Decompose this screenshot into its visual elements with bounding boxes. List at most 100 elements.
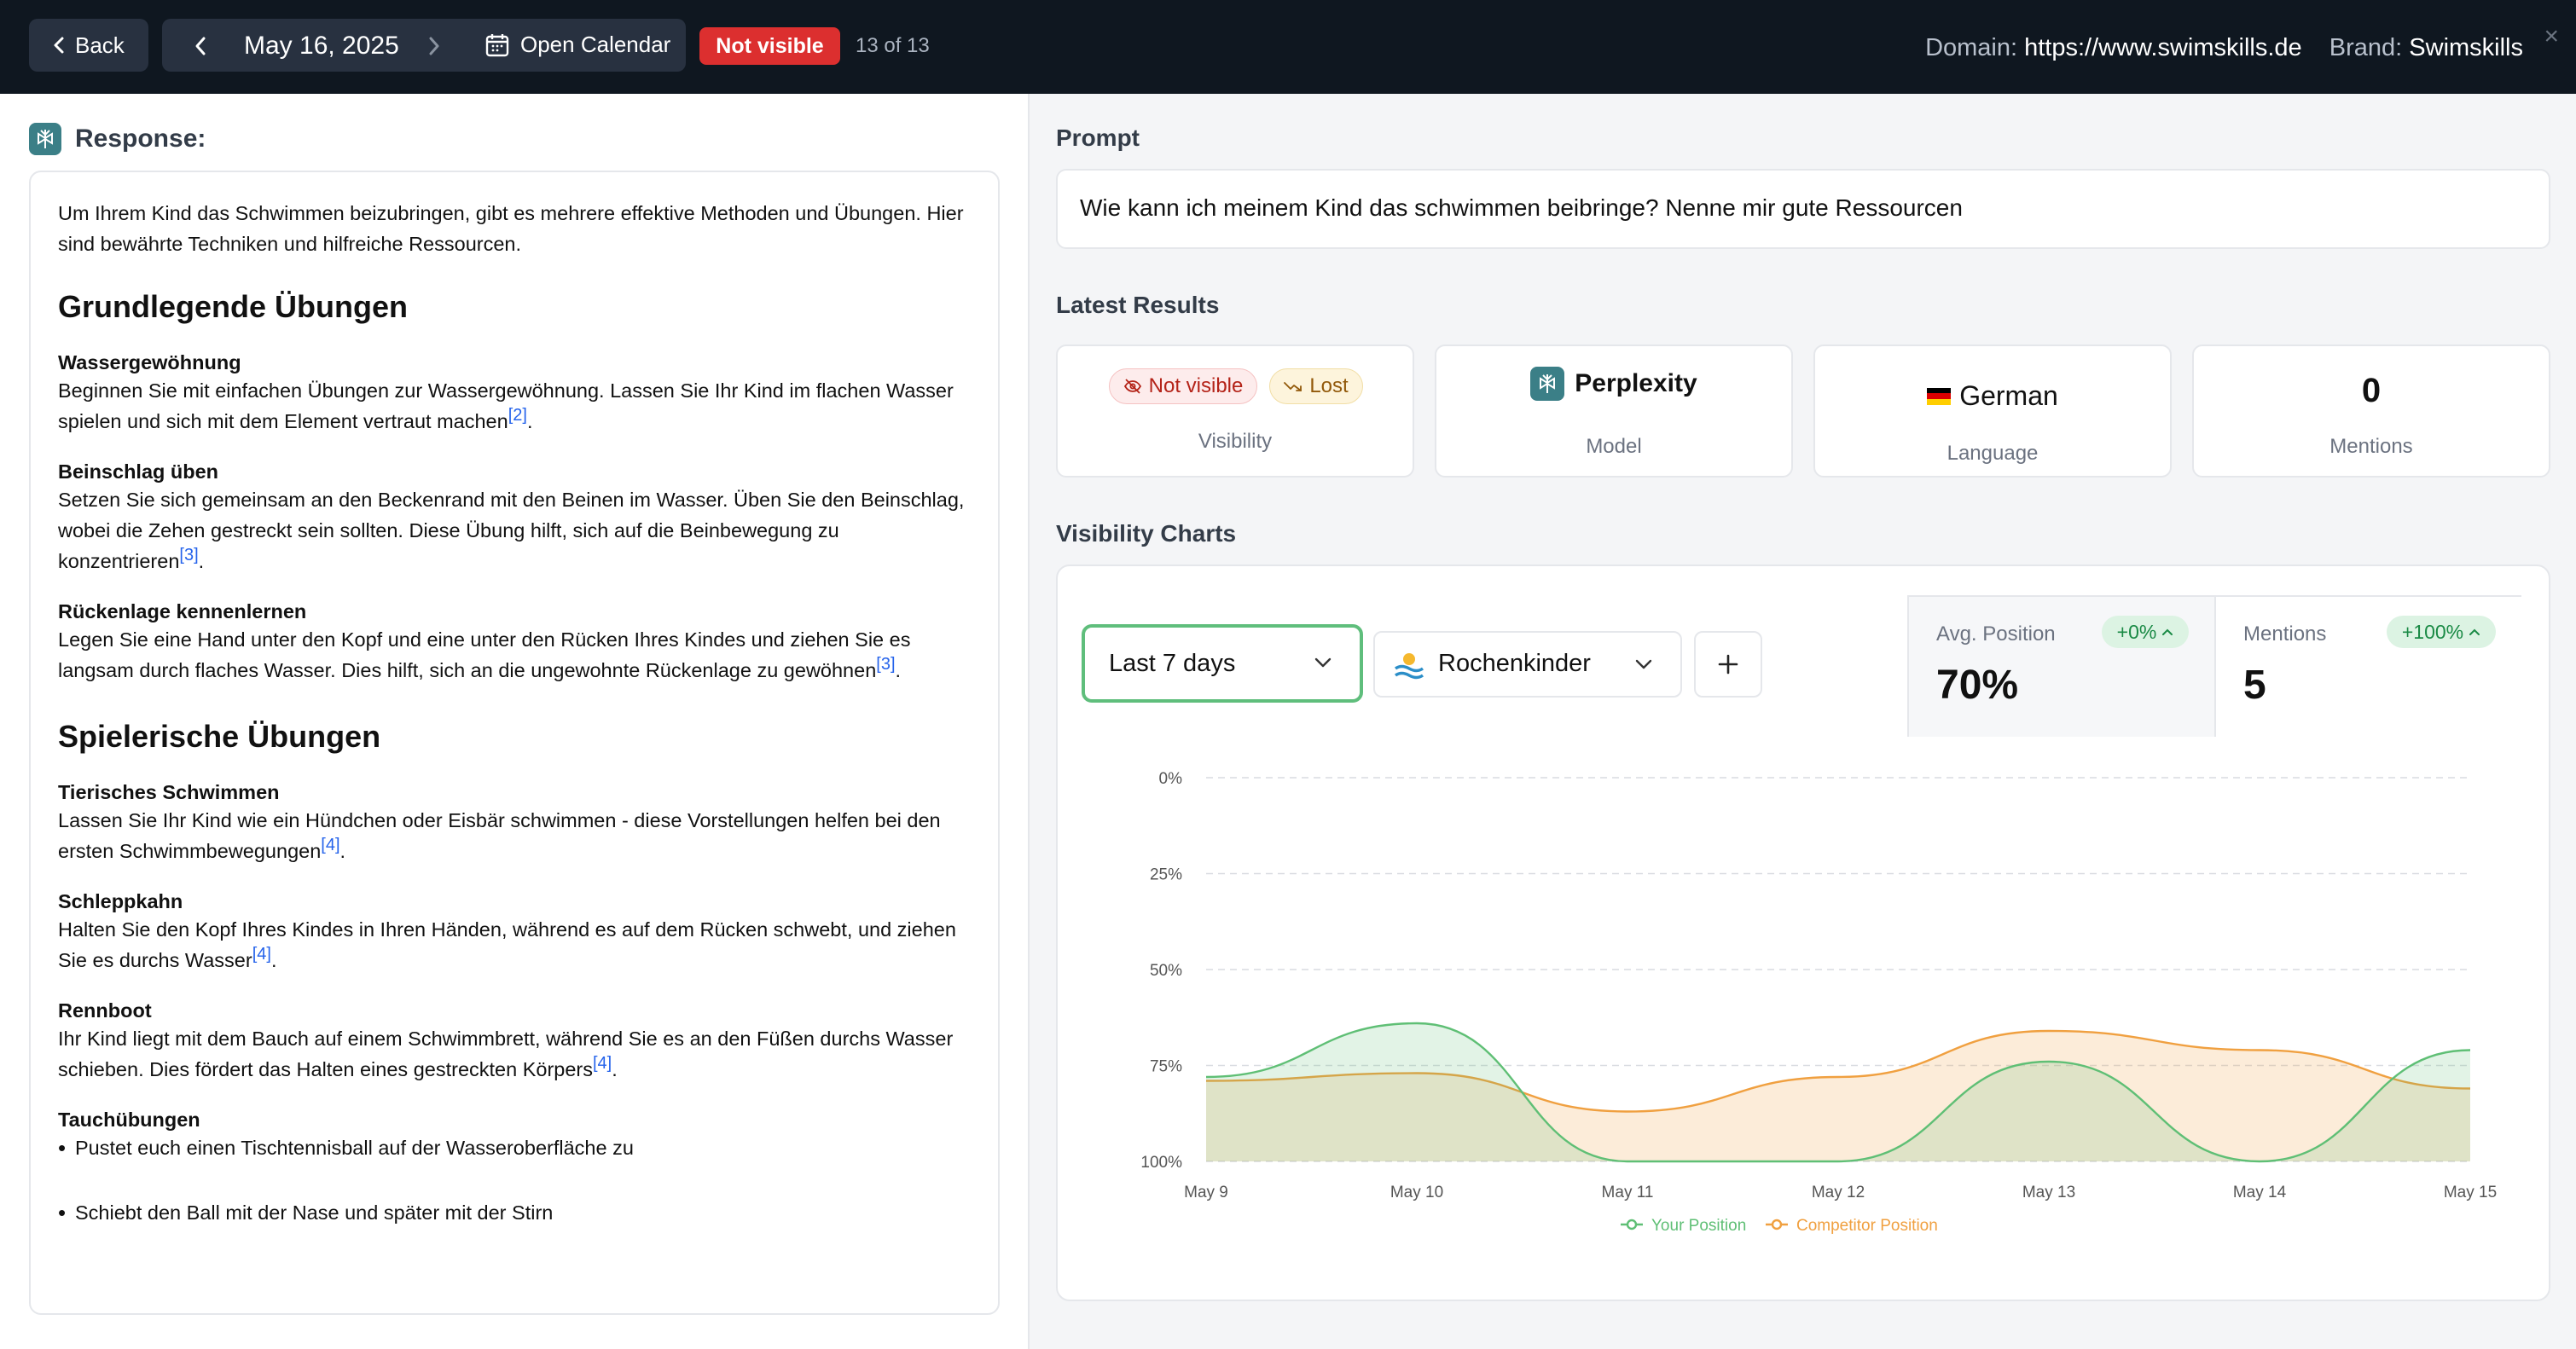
mentions-stat: Mentions +100% 5 xyxy=(2214,595,2521,737)
mentions-value: 0 xyxy=(2361,372,2382,409)
mentions-stat-value: 5 xyxy=(2243,663,2266,708)
date-range-value: Last 7 days xyxy=(1109,650,1236,677)
item-title: Tierisches Schwimmen xyxy=(58,781,280,803)
top-bar: Back May 16, 2025 Open Calendar Not visi… xyxy=(0,0,2576,94)
prompt-title: Prompt xyxy=(1056,124,1140,151)
chevron-down-icon xyxy=(1314,657,1332,668)
series-area xyxy=(1206,1031,2470,1161)
response-box: Um Ihrem Kind das Schwimmen beizubringen… xyxy=(29,171,1000,1315)
citation-link[interactable]: [4] xyxy=(252,945,271,964)
back-button[interactable]: Back xyxy=(29,19,148,72)
series-line xyxy=(1205,1029,2471,1113)
german-flag-icon xyxy=(1927,387,1952,405)
next-day-icon[interactable] xyxy=(423,35,444,57)
x-tick-label: May 15 xyxy=(2444,1184,2497,1201)
date-range-select[interactable]: Last 7 days xyxy=(1082,624,1363,703)
visibility-caption: Visibility xyxy=(1198,430,1273,453)
latest-results-title: Latest Results xyxy=(1056,292,1220,318)
item-text: Beginnen Sie mit einfachen Übungen zur W… xyxy=(58,379,954,432)
lost-badge: Lost xyxy=(1269,368,1363,404)
item-text: Setzen Sie sich gemeinsam an den Beckenr… xyxy=(58,489,965,572)
y-tick-label: 75% xyxy=(1150,1058,1182,1076)
x-tick-label: May 9 xyxy=(1184,1184,1228,1201)
perplexity-icon xyxy=(29,123,61,155)
add-competitor-button[interactable] xyxy=(1694,631,1762,698)
citation-link[interactable]: [3] xyxy=(876,655,896,674)
open-calendar-button[interactable]: Open Calendar xyxy=(484,32,670,58)
avg-position-delta: +0% xyxy=(2102,616,2189,648)
avg-position-value: 70% xyxy=(1936,663,2019,708)
model-card: Perplexity Model xyxy=(1435,344,1793,478)
chevron-up-icon xyxy=(2162,628,2173,635)
y-tick-label: 0% xyxy=(1159,770,1183,788)
chevron-left-icon xyxy=(54,37,64,54)
bullet-item: Pustet euch einen Tischtennisball auf de… xyxy=(58,1132,979,1163)
citation-link[interactable]: [4] xyxy=(321,836,340,855)
model-name: Perplexity xyxy=(1575,369,1697,397)
legend-label: Competitor Position xyxy=(1796,1217,1938,1235)
calendar-icon xyxy=(485,33,509,56)
item-title: Rennboot xyxy=(58,999,152,1022)
mentions-delta: +100% xyxy=(2387,616,2496,648)
mentions-caption: Mentions xyxy=(2329,435,2413,458)
visibility-charts-card: Last 7 days Rochenkinder Avg. Position +… xyxy=(1056,564,2550,1301)
response-content: Um Ihrem Kind das Schwimmen beizubringen… xyxy=(58,198,979,1228)
competitor-select[interactable]: Rochenkinder xyxy=(1373,631,1682,698)
language-card: German Language xyxy=(1813,344,2172,478)
eye-off-icon xyxy=(1123,379,1141,394)
visibility-charts-title: Visibility Charts xyxy=(1056,520,1237,547)
trend-down-icon xyxy=(1284,382,1303,391)
model-caption: Model xyxy=(1586,435,1642,458)
citation-link[interactable]: [4] xyxy=(593,1054,612,1074)
mentions-card: 0 Mentions xyxy=(2192,344,2550,478)
item-text: Halten Sie den Kopf Ihres Kindes in Ihre… xyxy=(58,918,956,971)
back-label: Back xyxy=(75,32,125,58)
x-tick-label: May 11 xyxy=(1602,1184,1654,1201)
item-title: Schleppkahn xyxy=(58,890,183,912)
swim-logo-icon xyxy=(1394,653,1424,680)
previous-day-icon[interactable] xyxy=(191,35,212,57)
series-area xyxy=(1206,1023,2470,1161)
brand-label: Brand: xyxy=(2329,34,2403,61)
avg-position-label: Avg. Position xyxy=(1936,622,2056,646)
citation-link[interactable]: [3] xyxy=(179,546,199,565)
mentions-stat-label: Mentions xyxy=(2243,622,2327,646)
legend-marker xyxy=(1771,1219,1783,1230)
y-tick-label: 50% xyxy=(1150,962,1182,980)
date-navigator: May 16, 2025 Open Calendar xyxy=(162,19,686,72)
y-tick-label: 25% xyxy=(1150,866,1182,884)
item-title: Tauchübungen xyxy=(58,1109,200,1131)
item-title: Beinschlag üben xyxy=(58,460,219,483)
bullet-item: Schiebt den Ball mit der Nase und später… xyxy=(58,1197,979,1228)
x-tick-label: May 14 xyxy=(2233,1184,2287,1201)
item-text: Lassen Sie Ihr Kind wie ein Hündchen ode… xyxy=(58,809,941,862)
current-date: May 16, 2025 xyxy=(244,32,399,60)
x-tick-label: May 10 xyxy=(1390,1184,1443,1201)
plus-icon xyxy=(1718,654,1738,674)
visibility-chart: 0% 25% 50% 75% 100%May 9 May 10 May 11 May 12 Ma… xyxy=(1140,770,2497,1235)
citation-link[interactable]: [2] xyxy=(508,406,527,426)
response-intro: Um Ihrem Kind das Schwimmen beizubringen… xyxy=(58,202,964,255)
y-tick-label: 100% xyxy=(1140,1154,1182,1172)
item-title: Rückenlage kennenlernen xyxy=(58,600,307,622)
response-title: Response: xyxy=(75,124,206,153)
perplexity-icon xyxy=(1530,367,1565,401)
section-heading: Grundlegende Übungen xyxy=(58,289,408,324)
item-title: Wassergewöhnung xyxy=(58,351,241,373)
domain-label: Domain: xyxy=(1925,34,2018,61)
open-calendar-label: Open Calendar xyxy=(520,32,671,57)
item-text: Ihr Kind liegt mit dem Bauch auf einem S… xyxy=(58,1028,954,1080)
language-name: German xyxy=(1959,380,2058,411)
domain-value: https://www.swimskills.de xyxy=(2024,34,2302,61)
item-text: Legen Sie eine Hand unter den Kopf und e… xyxy=(58,628,911,681)
legend-marker xyxy=(1626,1219,1638,1230)
domain-brand-info: Domain: https://www.swimskills.de Brand:… xyxy=(1925,34,2523,62)
brand-value: Swimskills xyxy=(2409,34,2523,61)
result-counter: 13 of 13 xyxy=(856,34,930,57)
chevron-down-icon xyxy=(1635,659,1652,669)
competitor-value: Rochenkinder xyxy=(1438,650,1591,677)
not-visible-badge: Not visible xyxy=(1109,368,1257,404)
x-tick-label: May 12 xyxy=(1812,1184,1865,1201)
close-button[interactable]: × xyxy=(2544,22,2559,50)
series-line xyxy=(1205,1022,2471,1163)
